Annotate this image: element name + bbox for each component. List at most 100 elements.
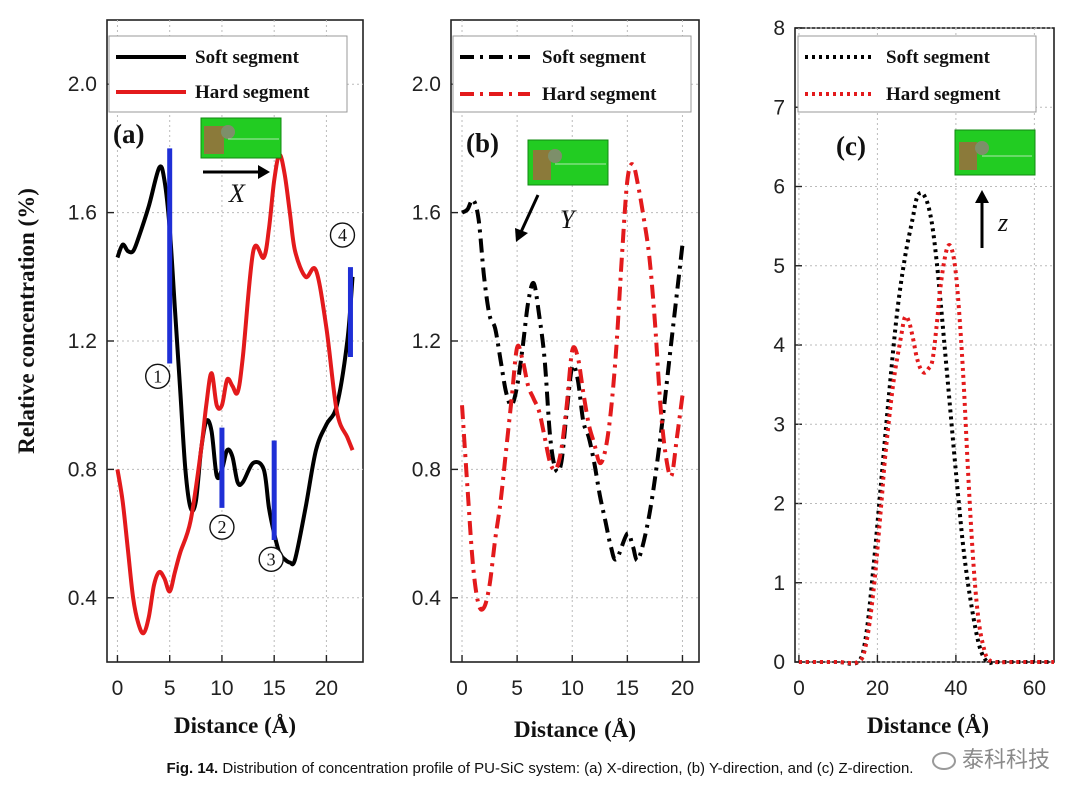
inset-molecule-blob — [221, 125, 235, 139]
series-line-hard-segment — [460, 162, 685, 612]
direction-label: Y — [560, 205, 577, 234]
y-tick-labels: 0.4 0.8 1.2 1.6 2.0 — [412, 73, 442, 610]
y-tick-label: 0.8 — [412, 458, 441, 481]
x-tick-labels: 0 20 40 60 — [793, 677, 1046, 700]
y-tick-label: 5 — [773, 255, 785, 278]
x-tick-label: 40 — [944, 677, 967, 700]
position-marker-circle — [209, 514, 235, 540]
legend-box — [452, 35, 692, 113]
y-tick-label: 7 — [773, 96, 785, 119]
panel-a: 1 2 3 4 0.4 0.8 1.2 1.6 2.0 0 5 10 15 20 Soft segme… — [14, 19, 364, 738]
y-tick-label: 4 — [773, 334, 785, 357]
x-tick-labels: 0 5 10 15 20 — [112, 677, 339, 700]
legend-box — [797, 35, 1037, 113]
direction-label: z — [997, 208, 1008, 237]
x-axis-label: Distance (Å) — [867, 713, 989, 738]
y-tick-label: 2 — [773, 493, 785, 516]
position-marker-circle — [144, 363, 171, 390]
y-tick-label: 3 — [773, 413, 785, 436]
x-tick-label: 0 — [456, 677, 468, 700]
wechat-icon — [931, 752, 956, 770]
legend-label-hard: Hard segment — [886, 84, 1001, 105]
y-tick-labels: 0.4 0.8 1.2 1.6 2.0 — [68, 73, 98, 610]
y-tick-labels: 0 1 2 3 4 5 6 7 8 — [773, 17, 785, 674]
inset-molecule — [204, 126, 224, 154]
legend: Soft segment Hard segment — [452, 35, 692, 113]
x-tick-label: 15 — [263, 677, 286, 700]
legend-label-soft: Soft segment — [542, 47, 647, 68]
x-tick-label: 0 — [112, 677, 124, 700]
y-tick-label: 0.4 — [412, 587, 442, 610]
y-tick-label: 2.0 — [412, 73, 441, 96]
series-line-soft-segment — [461, 197, 685, 563]
direction-label: X — [228, 179, 246, 208]
x-tick-label: 0 — [793, 677, 805, 700]
y-tick-label: 8 — [773, 17, 785, 40]
x-tick-label: 15 — [616, 677, 639, 700]
y-tick-label: 1.6 — [412, 202, 441, 225]
watermark-text: 泰科科技 — [961, 748, 1050, 773]
plot-frame — [106, 19, 364, 663]
figure-caption: Fig. 14. Distribution of concentration p… — [0, 760, 1080, 777]
series-lines — [798, 190, 1054, 666]
x-tick-label: 5 — [164, 677, 176, 700]
series-line-hard-segment — [115, 152, 355, 636]
y-tick-label: 0.8 — [68, 458, 97, 481]
y-tick-label: 6 — [773, 176, 785, 199]
x-axis-label: Distance (Å) — [174, 713, 296, 738]
inset-molecule — [533, 150, 551, 180]
inset-structure-image — [527, 139, 609, 186]
panel-label: (c) — [836, 131, 866, 161]
x-tick-label: 10 — [210, 677, 233, 700]
panel-b: 0.4 0.8 1.2 1.6 2.0 0 5 10 15 20 Soft segment Ha… — [412, 19, 700, 742]
caption-text: Distribution of concentration profile of… — [222, 760, 914, 777]
legend-box — [108, 35, 348, 113]
x-tick-label: 20 — [315, 677, 338, 700]
panel-label: (b) — [466, 128, 499, 158]
inset-structure-image — [954, 129, 1036, 176]
x-tick-label: 10 — [561, 677, 584, 700]
panel-c: 0 1 2 3 4 5 6 7 8 0 20 40 60 Soft segment Hard segm… — [773, 17, 1055, 738]
legend: Soft segment Hard segment — [797, 35, 1037, 113]
y-tick-label: 2.0 — [68, 73, 97, 96]
series-lines — [460, 162, 685, 612]
panel-label: (a) — [113, 119, 144, 149]
position-marker-circle — [258, 546, 284, 572]
inset-molecule — [959, 142, 977, 170]
y-tick-label: 1.2 — [412, 330, 441, 353]
legend-label-hard: Hard segment — [195, 82, 310, 103]
y-tick-label: 0.4 — [68, 587, 98, 610]
direction-arrow — [515, 194, 540, 242]
inset-molecule-blob — [548, 149, 562, 163]
series-line-hard-segment — [798, 243, 1054, 666]
caption-label: Fig. 14. — [166, 760, 219, 777]
x-tick-labels: 0 5 10 15 20 — [456, 677, 694, 700]
watermark: 泰科科技 — [931, 742, 1050, 774]
direction-arrow — [203, 165, 270, 179]
direction-arrow — [975, 190, 989, 248]
x-tick-label: 60 — [1023, 677, 1046, 700]
series-line-soft-segment — [798, 190, 1054, 666]
position-markers: 1 2 3 4 — [144, 148, 356, 572]
position-marker-label: 1 — [153, 366, 162, 386]
x-tick-label: 5 — [511, 677, 523, 700]
position-marker-label: 3 — [267, 549, 276, 569]
position-marker-circle — [329, 222, 356, 248]
position-marker-label: 2 — [217, 517, 226, 537]
x-tick-label: 20 — [671, 677, 694, 700]
position-marker-label: 4 — [338, 225, 347, 245]
x-tick-label: 20 — [866, 677, 889, 700]
y-axis-label: Relative concentration (%) — [14, 188, 39, 454]
legend-label-soft: Soft segment — [886, 47, 991, 68]
y-tick-label: 1.2 — [68, 330, 97, 353]
x-axis-label: Distance (Å) — [514, 717, 636, 742]
legend-label-soft: Soft segment — [195, 47, 300, 68]
inset-structure-image — [200, 117, 282, 159]
legend-label-hard: Hard segment — [542, 84, 657, 105]
y-tick-label: 0 — [773, 651, 785, 674]
y-tick-label: 1 — [773, 572, 785, 595]
legend: Soft segment Hard segment — [108, 35, 348, 113]
inset-molecule-blob — [975, 141, 989, 155]
y-tick-label: 1.6 — [68, 202, 97, 225]
